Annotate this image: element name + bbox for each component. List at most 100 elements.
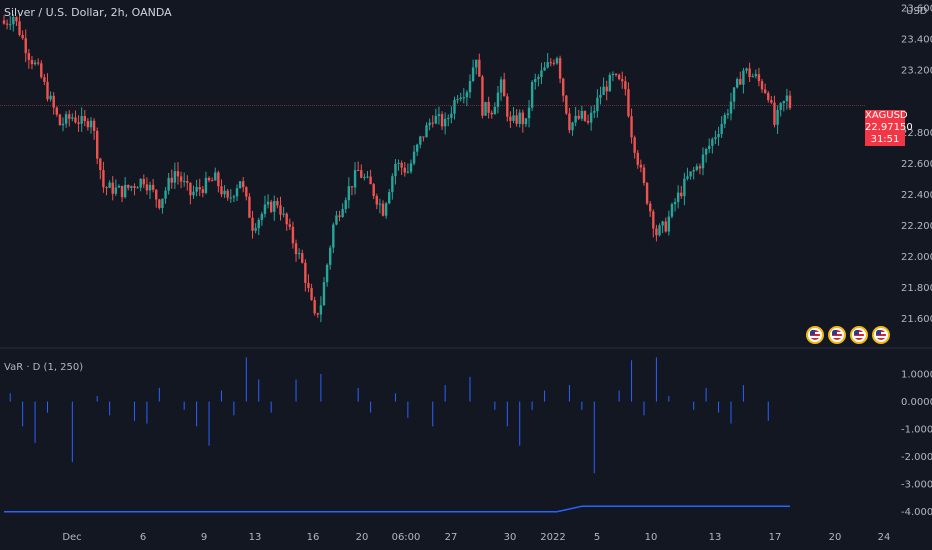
- candle-body: [599, 94, 602, 98]
- indicator-tick-label: -2.00000: [901, 452, 932, 463]
- us-flag-event-icon[interactable]: [850, 326, 868, 344]
- symbol-price-tag: XAGUSD: [865, 110, 908, 122]
- indicator-tick-label: 0.00000: [901, 397, 932, 408]
- candle-body: [568, 113, 571, 131]
- candle-body: [605, 86, 608, 92]
- candle-body: [760, 81, 764, 90]
- candle-body: [77, 122, 80, 124]
- candle-body: [593, 111, 596, 113]
- candle-body: [558, 58, 562, 79]
- time-axis[interactable]: Dec 6 9 13 16 20 06:00 27 30 2022 5 10 13 17 20 24: [62, 532, 890, 543]
- candle-body: [546, 62, 549, 68]
- candle-body: [425, 125, 428, 138]
- candle-body: [24, 38, 27, 54]
- candle-body: [776, 109, 779, 125]
- candle-body: [238, 181, 242, 189]
- candle-body: [117, 185, 121, 188]
- time-tick-label: 5: [594, 532, 600, 543]
- candle-body: [40, 63, 43, 78]
- candle-body: [459, 97, 462, 100]
- candle-body: [279, 205, 282, 215]
- last-price-tag: 22.97150: [865, 122, 913, 134]
- candle-body: [151, 184, 155, 190]
- indicator-axis[interactable]: 1.00000 0.00000 -1.00000 -2.00000 -3.00000 -4…: [901, 370, 932, 519]
- candle-body: [207, 177, 211, 181]
- candle-body: [242, 181, 245, 188]
- candle-body: [83, 116, 86, 122]
- candle-body: [33, 62, 37, 65]
- candle-body: [388, 192, 391, 204]
- candle-body: [580, 111, 584, 119]
- main-pane[interactable]: [0, 14, 865, 323]
- candle-body: [521, 112, 525, 125]
- candle-body: [527, 107, 531, 119]
- candle-body: [61, 123, 65, 126]
- candle-body: [30, 59, 34, 65]
- candle-body: [394, 163, 397, 177]
- candle-body: [453, 99, 456, 114]
- us-flag-event-icon[interactable]: [828, 326, 846, 344]
- candle-body: [502, 79, 506, 97]
- candle-body: [518, 112, 521, 124]
- candle-body: [397, 162, 400, 164]
- indicator-tick-label: 1.00000: [901, 370, 932, 381]
- time-tick-label: 20: [356, 532, 369, 543]
- candle-body: [391, 176, 394, 193]
- candle-body: [670, 204, 674, 217]
- candle-body: [235, 188, 239, 197]
- candle-body: [96, 130, 99, 159]
- candle-body: [630, 116, 633, 138]
- candle-body: [145, 184, 149, 191]
- candle-body: [12, 17, 15, 25]
- indicator-pane[interactable]: [4, 357, 790, 513]
- candle-body: [269, 201, 273, 212]
- time-tick-label: 2022: [540, 532, 565, 543]
- candle-body: [506, 96, 509, 117]
- candle-body: [496, 92, 500, 107]
- candle-body: [627, 89, 630, 117]
- candle-body: [779, 103, 782, 110]
- candle-body: [478, 59, 481, 77]
- candle-body: [363, 177, 366, 179]
- candle-body: [198, 187, 201, 190]
- candle-body: [251, 217, 254, 231]
- time-tick-label: 24: [878, 532, 891, 543]
- candle-body: [9, 24, 12, 26]
- indicator-title[interactable]: VaR · D (1, 250): [4, 362, 84, 373]
- candle-body: [99, 158, 102, 170]
- candle-body: [266, 201, 270, 205]
- candle-body: [294, 243, 298, 255]
- candle-body: [475, 59, 478, 68]
- candle-body: [64, 114, 68, 124]
- time-tick-label: 16: [307, 532, 320, 543]
- candle-body: [487, 102, 490, 113]
- candle-body: [490, 112, 493, 115]
- candle-body: [484, 102, 487, 116]
- candle-body: [167, 177, 170, 191]
- candle-body: [15, 17, 18, 22]
- candle-body: [273, 200, 276, 212]
- candle-body: [515, 115, 518, 124]
- candle-body: [680, 192, 683, 197]
- candle-body: [356, 170, 360, 172]
- candle-body: [406, 171, 410, 173]
- candle-body: [434, 115, 438, 124]
- symbol-title[interactable]: Silver / U.S. Dollar, 2h, OANDA: [4, 6, 172, 19]
- candle-body: [344, 200, 347, 210]
- candle-body: [288, 224, 292, 227]
- candle-body: [428, 122, 431, 126]
- candle-body: [636, 152, 639, 165]
- candle-body: [313, 300, 316, 314]
- candle-body: [310, 287, 313, 301]
- candle-body: [745, 68, 748, 71]
- us-flag-event-icon[interactable]: [806, 326, 824, 344]
- currency-label[interactable]: USD: [906, 6, 928, 17]
- var-line: [4, 505, 790, 513]
- us-flag-event-icon[interactable]: [872, 326, 890, 344]
- candle-body: [726, 113, 730, 116]
- bar-countdown-tag: 31:51: [865, 134, 905, 146]
- candle-body: [276, 200, 279, 206]
- candle-body: [540, 70, 543, 78]
- price-axis[interactable]: 23.60000 23.40000 23.20000 22.80000 22.60000…: [901, 4, 932, 326]
- candle-body: [577, 115, 580, 119]
